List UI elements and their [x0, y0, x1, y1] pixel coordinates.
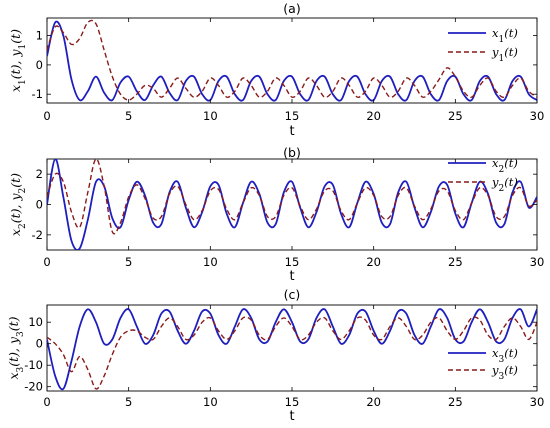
x-tick-label: 5 [125, 255, 132, 269]
x-tick-label: 20 [366, 255, 381, 269]
x-tick-label: 10 [203, 109, 218, 123]
x-axis-label-3: t [289, 409, 294, 424]
legend-label-3-2: y3(t) [491, 363, 518, 382]
x-tick-label: 0 [43, 109, 50, 123]
x-tick-label: 25 [448, 255, 463, 269]
x-tick-label: 10 [203, 395, 218, 409]
y-tick-label: 10 [28, 315, 43, 329]
series-line-2-x [47, 159, 537, 250]
x-tick-label: 30 [530, 395, 545, 409]
x-tick-label: 25 [448, 109, 463, 123]
y-tick-label: -1 [32, 87, 43, 101]
x-tick-label: 5 [125, 395, 132, 409]
x-tick-label: 15 [285, 255, 300, 269]
y-axis-label-2: x2(t), y2(t) [8, 173, 28, 236]
panel-title-3: (c) [284, 287, 301, 302]
y-tick-label: -20 [24, 380, 43, 394]
x-tick-label: 30 [530, 109, 545, 123]
series-line-1-y [47, 19, 537, 101]
y-tick-label: 1 [36, 29, 43, 43]
x-tick-label: 20 [366, 109, 381, 123]
y-axis-label-1: x1(t), y1(t) [8, 29, 28, 92]
y-tick-label: -10 [24, 358, 43, 372]
x-axis-label-2: t [289, 269, 294, 284]
legend-label-3-1: x3(t) [492, 346, 518, 365]
legend-label-1-2: y1(t) [491, 45, 518, 64]
x-tick-label: 30 [530, 255, 545, 269]
legend-label-2-2: y2(t) [491, 175, 518, 194]
series-line-2-y [47, 159, 537, 235]
y-tick-label: 2 [36, 167, 43, 181]
panel-title-1: (a) [283, 1, 300, 16]
y-tick-label: 0 [36, 58, 43, 72]
y-tick-label: 0 [36, 337, 43, 351]
x-tick-label: 0 [43, 395, 50, 409]
y-tick-label: -2 [32, 228, 43, 242]
x-tick-label: 10 [203, 255, 218, 269]
series-line-3-y [47, 316, 537, 390]
legend-label-1-1: x1(t) [492, 26, 518, 45]
x-tick-label: 15 [285, 109, 300, 123]
legend-label-2-1: x2(t) [492, 156, 518, 175]
panel-title-2: (b) [283, 145, 301, 160]
x-axis-label-1: t [289, 124, 294, 139]
x-tick-label: 20 [366, 395, 381, 409]
y-tick-label: 0 [36, 198, 43, 212]
x-tick-label: 25 [448, 395, 463, 409]
x-tick-label: 5 [125, 109, 132, 123]
x-tick-label: 15 [285, 395, 300, 409]
x-tick-label: 0 [43, 255, 50, 269]
y-axis-label-3: x3(t), y3(t) [6, 316, 26, 379]
